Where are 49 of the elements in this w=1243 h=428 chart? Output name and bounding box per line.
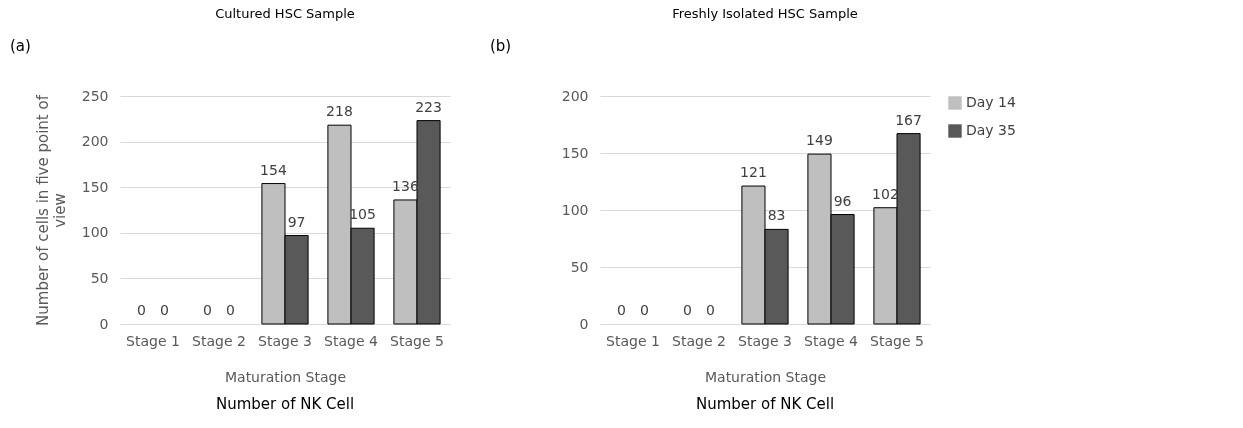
data-label: 0 (616, 302, 626, 318)
text: (b) (490, 37, 512, 55)
data-label: 223 (415, 98, 442, 115)
x-tick-label: Stage 3 (258, 332, 312, 349)
data-label: 0 (160, 302, 170, 318)
text: Number of NK Cell (215, 395, 355, 413)
x-tick-label: Stage 1 (606, 332, 660, 349)
data-label: 0 (706, 302, 716, 318)
data-label: 0 (136, 302, 146, 318)
y-tick-label: 0 (99, 315, 109, 332)
data-label: 0 (202, 302, 212, 318)
data-label: 121 (740, 164, 767, 181)
y-tick-label: 50 (570, 258, 589, 275)
x-tick-label: Stage 4 (804, 332, 858, 349)
y-tick-label: 150 (81, 178, 109, 195)
x-tick-label: Stage 5 (390, 332, 444, 349)
data-label: 218 (326, 103, 353, 120)
y-tick-label: 100 (81, 224, 109, 241)
data-label: 83 (767, 207, 786, 224)
x-tick-label: Stage 2 (672, 332, 726, 349)
x-tick-label: Stage 5 (870, 332, 924, 349)
y-tick-label: 50 (90, 269, 109, 286)
text: Number of NK Cell (695, 395, 835, 413)
text: (a) (10, 37, 31, 55)
legend-label: Day 14 (966, 94, 1016, 110)
x-tick-label: Stage 4 (324, 332, 378, 349)
chart-title: Cultured HSC Sample (215, 6, 355, 21)
x-tick-label: Stage 1 (126, 332, 180, 349)
x-tick-label: Stage 2 (192, 332, 246, 349)
data-label: 149 (806, 132, 833, 149)
legend-label: Day 35 (966, 122, 1016, 138)
data-label: 0 (640, 302, 650, 318)
y-axis-title: Number of cells in five point of view (33, 94, 69, 326)
data-label: 0 (226, 302, 236, 318)
y-tick-label: 200 (81, 133, 109, 150)
data-label: 167 (895, 111, 922, 128)
data-label: 154 (260, 161, 287, 178)
data-label: 96 (833, 192, 852, 209)
y-tick-label: 200 (561, 87, 589, 104)
chart-title: Freshly Isolated HSC Sample (672, 6, 858, 21)
x-axis-title: Maturation Stage (704, 368, 827, 385)
y-tick-label: 0 (579, 315, 589, 332)
data-label: 97 (287, 213, 306, 230)
x-axis-title: Maturation Stage (224, 368, 347, 385)
data-label: 0 (682, 302, 692, 318)
x-tick-label: Stage 3 (738, 332, 792, 349)
y-tick-label: 150 (561, 144, 589, 161)
y-tick-label: 250 (81, 87, 109, 104)
y-tick-label: 100 (561, 201, 589, 218)
